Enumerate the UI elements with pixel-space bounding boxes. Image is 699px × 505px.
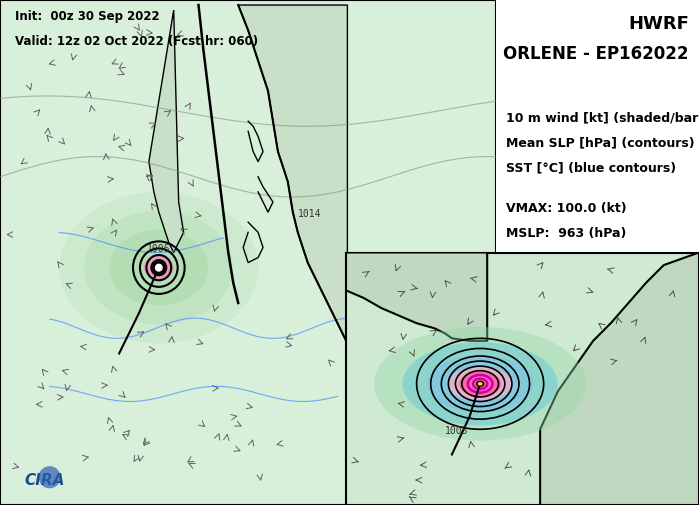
Text: 50: 50 [569, 313, 580, 322]
Text: 10 m wind speed (kt): 10 m wind speed (kt) [546, 336, 649, 346]
Text: HWRF: HWRF [628, 15, 689, 33]
Ellipse shape [448, 367, 512, 401]
Polygon shape [149, 10, 184, 252]
Ellipse shape [459, 371, 501, 396]
Circle shape [477, 382, 482, 386]
Polygon shape [540, 252, 699, 505]
Text: SST [°C] (blue contours): SST [°C] (blue contours) [506, 162, 677, 175]
Text: 1014: 1014 [298, 209, 322, 219]
Text: ORLENE - EP162022: ORLENE - EP162022 [503, 45, 689, 64]
Polygon shape [346, 252, 487, 341]
Text: 17: 17 [524, 313, 535, 322]
Circle shape [38, 466, 61, 488]
Text: 96: 96 [631, 313, 643, 322]
Circle shape [155, 264, 163, 272]
Ellipse shape [403, 342, 558, 425]
Text: 64: 64 [588, 313, 599, 322]
Text: VMAX: 100.0 (kt): VMAX: 100.0 (kt) [506, 202, 627, 215]
Ellipse shape [109, 230, 208, 306]
Text: Init:  00z 30 Sep 2022: Init: 00z 30 Sep 2022 [15, 10, 159, 23]
Text: MSLP:  963 (hPa): MSLP: 963 (hPa) [506, 227, 627, 240]
Ellipse shape [59, 192, 258, 343]
Text: 10 m wind [kt] (shaded/barb): 10 m wind [kt] (shaded/barb) [506, 111, 699, 124]
Text: 114: 114 [653, 313, 670, 322]
Ellipse shape [144, 255, 173, 280]
FancyBboxPatch shape [346, 252, 699, 505]
Ellipse shape [427, 356, 533, 412]
Ellipse shape [374, 327, 586, 440]
Text: 34: 34 [547, 313, 559, 322]
Circle shape [476, 381, 484, 387]
Text: CIRA: CIRA [25, 473, 65, 488]
Text: Mean SLP [hPa] (contours): Mean SLP [hPa] (contours) [506, 136, 695, 149]
Text: 134: 134 [680, 313, 698, 322]
FancyBboxPatch shape [0, 0, 496, 505]
Text: 1006: 1006 [146, 244, 170, 255]
Text: 1005: 1005 [445, 426, 468, 436]
Text: 83: 83 [614, 313, 625, 322]
Text: 0: 0 [503, 313, 510, 322]
Ellipse shape [85, 211, 233, 325]
Polygon shape [238, 5, 347, 505]
Text: Valid: 12z 02 Oct 2022 (Fcst hr: 060): Valid: 12z 02 Oct 2022 (Fcst hr: 060) [15, 35, 258, 48]
Circle shape [153, 262, 165, 274]
